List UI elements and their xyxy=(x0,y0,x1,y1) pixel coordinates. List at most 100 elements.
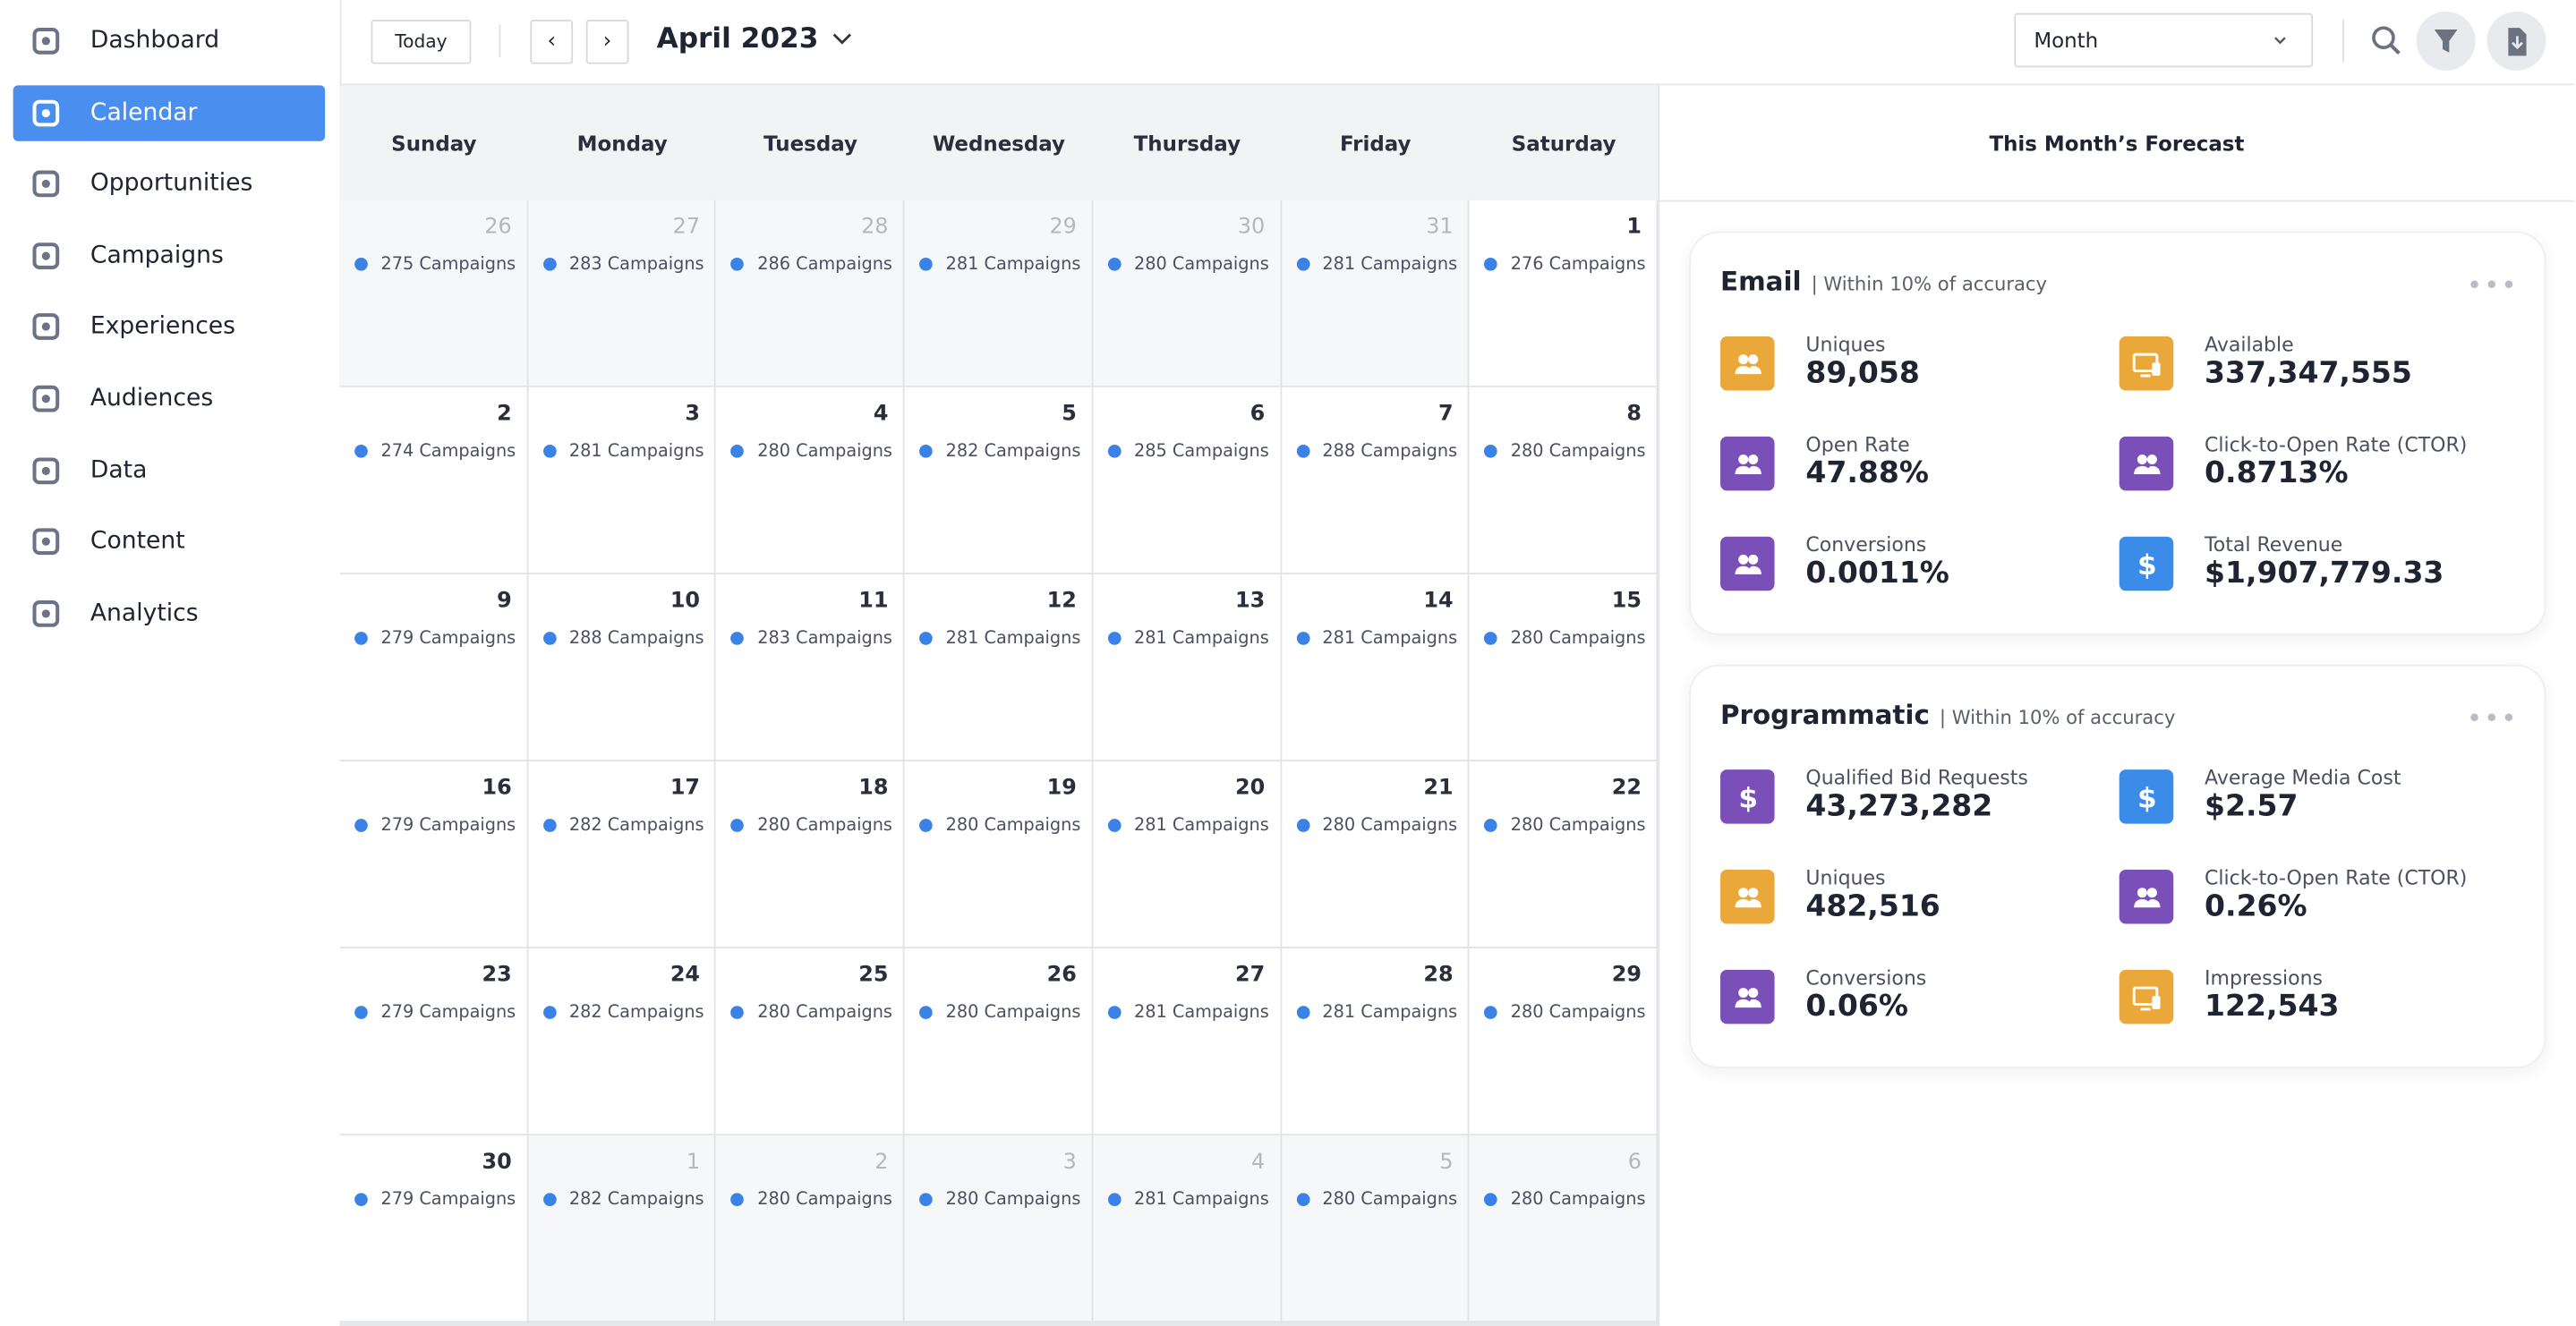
nav-item[interactable]: Content xyxy=(13,514,325,569)
nav-item[interactable]: Data xyxy=(13,442,325,497)
campaign-count[interactable]: 280 Campaigns xyxy=(1484,1003,1646,1023)
campaign-count[interactable]: 283 Campaigns xyxy=(542,254,704,274)
nav-item[interactable]: Experiences xyxy=(13,300,325,355)
day-cell[interactable]: 26 275 Campaigns xyxy=(339,200,529,387)
day-cell[interactable]: 6 280 Campaigns xyxy=(1469,1135,1659,1323)
day-cell[interactable]: 12 281 Campaigns xyxy=(904,574,1094,761)
day-cell[interactable]: 11 283 Campaigns xyxy=(716,574,905,761)
nav-item[interactable]: Calendar xyxy=(13,84,326,140)
campaign-count[interactable]: 280 Campaigns xyxy=(730,815,892,836)
campaign-count[interactable]: 280 Campaigns xyxy=(1484,441,1646,461)
campaign-count[interactable]: 280 Campaigns xyxy=(1484,1190,1646,1210)
day-cell[interactable]: 29 280 Campaigns xyxy=(1469,948,1659,1136)
day-cell[interactable]: 28 281 Campaigns xyxy=(1281,948,1470,1136)
nav-item[interactable]: Opportunities xyxy=(13,157,325,212)
day-cell[interactable]: 3 280 Campaigns xyxy=(904,1135,1094,1323)
campaign-count[interactable]: 280 Campaigns xyxy=(1484,628,1646,648)
month-selector[interactable]: April 2023 xyxy=(657,23,855,55)
view-select[interactable]: Month xyxy=(2014,13,2314,68)
campaign-count[interactable]: 280 Campaigns xyxy=(919,815,1080,836)
campaign-count[interactable]: 280 Campaigns xyxy=(1296,815,1457,836)
day-cell[interactable]: 10 288 Campaigns xyxy=(528,574,717,761)
campaign-count[interactable]: 280 Campaigns xyxy=(1484,815,1646,836)
campaign-count[interactable]: 280 Campaigns xyxy=(919,1190,1080,1210)
today-button[interactable]: Today xyxy=(371,20,472,64)
day-cell[interactable]: 18 280 Campaigns xyxy=(716,761,905,949)
campaign-count[interactable]: 282 Campaigns xyxy=(542,1003,704,1023)
day-cell[interactable]: 9 279 Campaigns xyxy=(339,574,529,761)
campaign-count[interactable]: 281 Campaigns xyxy=(1296,628,1457,648)
day-cell[interactable]: 4 281 Campaigns xyxy=(1093,1135,1282,1323)
day-cell[interactable]: 13 281 Campaigns xyxy=(1093,574,1282,761)
day-cell[interactable]: 28 286 Campaigns xyxy=(716,200,905,387)
campaign-count[interactable]: 280 Campaigns xyxy=(1296,1190,1457,1210)
campaign-count[interactable]: 281 Campaigns xyxy=(1296,1003,1457,1023)
campaign-count[interactable]: 282 Campaigns xyxy=(542,1190,704,1210)
campaign-count[interactable]: 283 Campaigns xyxy=(730,628,892,648)
day-cell[interactable]: 22 280 Campaigns xyxy=(1469,761,1659,949)
campaign-count[interactable]: 281 Campaigns xyxy=(1107,1190,1269,1210)
day-cell[interactable]: 19 280 Campaigns xyxy=(904,761,1094,949)
day-cell[interactable]: 16 279 Campaigns xyxy=(339,761,529,949)
day-cell[interactable]: 2 280 Campaigns xyxy=(716,1135,905,1323)
day-cell[interactable]: 23 279 Campaigns xyxy=(339,948,529,1136)
campaign-count[interactable]: 281 Campaigns xyxy=(919,254,1080,274)
day-cell[interactable]: 14 281 Campaigns xyxy=(1281,574,1470,761)
campaign-count[interactable]: 281 Campaigns xyxy=(1107,815,1269,836)
campaign-count[interactable]: 282 Campaigns xyxy=(919,441,1080,461)
campaign-count[interactable]: 281 Campaigns xyxy=(542,441,704,461)
day-cell[interactable]: 3 281 Campaigns xyxy=(528,387,717,574)
day-cell[interactable]: 26 280 Campaigns xyxy=(904,948,1094,1136)
campaign-count[interactable]: 280 Campaigns xyxy=(919,1003,1080,1023)
campaign-count[interactable]: 279 Campaigns xyxy=(354,1190,516,1210)
campaign-count[interactable]: 281 Campaigns xyxy=(919,628,1080,648)
campaign-count[interactable]: 280 Campaigns xyxy=(730,1190,892,1210)
campaign-count[interactable]: 280 Campaigns xyxy=(1107,254,1269,274)
day-cell[interactable]: 4 280 Campaigns xyxy=(716,387,905,574)
day-cell[interactable]: 1 276 Campaigns xyxy=(1469,200,1659,387)
day-cell[interactable]: 7 288 Campaigns xyxy=(1281,387,1470,574)
campaign-count[interactable]: 288 Campaigns xyxy=(1296,441,1457,461)
day-cell[interactable]: 27 281 Campaigns xyxy=(1093,948,1282,1136)
prev-button[interactable]: ‹ xyxy=(530,20,574,64)
more-button[interactable]: ••• xyxy=(2466,268,2519,301)
nav-item[interactable]: Campaigns xyxy=(13,228,325,284)
campaign-count[interactable]: 279 Campaigns xyxy=(354,628,516,648)
day-cell[interactable]: 5 280 Campaigns xyxy=(1281,1135,1470,1323)
day-cell[interactable]: 17 282 Campaigns xyxy=(528,761,717,949)
campaign-count[interactable]: 286 Campaigns xyxy=(730,254,892,274)
day-cell[interactable]: 30 280 Campaigns xyxy=(1093,200,1282,387)
day-cell[interactable]: 5 282 Campaigns xyxy=(904,387,1094,574)
filter-button[interactable] xyxy=(2416,11,2476,71)
campaign-count[interactable]: 279 Campaigns xyxy=(354,1003,516,1023)
campaign-count[interactable]: 275 Campaigns xyxy=(354,254,516,274)
nav-item[interactable]: Audiences xyxy=(13,370,325,426)
day-cell[interactable]: 15 280 Campaigns xyxy=(1469,574,1659,761)
export-button[interactable] xyxy=(2486,11,2546,71)
day-cell[interactable]: 1 282 Campaigns xyxy=(528,1135,717,1323)
campaign-count[interactable]: 282 Campaigns xyxy=(542,815,704,836)
nav-item[interactable]: Analytics xyxy=(13,585,325,641)
day-cell[interactable]: 30 279 Campaigns xyxy=(339,1135,529,1323)
campaign-count[interactable]: 280 Campaigns xyxy=(730,441,892,461)
day-cell[interactable]: 20 281 Campaigns xyxy=(1093,761,1282,949)
campaign-count[interactable]: 288 Campaigns xyxy=(542,628,704,648)
campaign-count[interactable]: 279 Campaigns xyxy=(354,815,516,836)
more-button[interactable]: ••• xyxy=(2466,701,2519,734)
campaign-count[interactable]: 281 Campaigns xyxy=(1296,254,1457,274)
day-cell[interactable]: 24 282 Campaigns xyxy=(528,948,717,1136)
campaign-count[interactable]: 281 Campaigns xyxy=(1107,1003,1269,1023)
day-cell[interactable]: 2 274 Campaigns xyxy=(339,387,529,574)
campaign-count[interactable]: 276 Campaigns xyxy=(1484,254,1646,274)
campaign-count[interactable]: 281 Campaigns xyxy=(1107,628,1269,648)
day-cell[interactable]: 29 281 Campaigns xyxy=(904,200,1094,387)
nav-item[interactable]: Dashboard xyxy=(13,13,325,69)
next-button[interactable]: › xyxy=(585,20,629,64)
day-cell[interactable]: 31 281 Campaigns xyxy=(1281,200,1470,387)
campaign-count[interactable]: 280 Campaigns xyxy=(730,1003,892,1023)
day-cell[interactable]: 6 285 Campaigns xyxy=(1093,387,1282,574)
day-cell[interactable]: 25 280 Campaigns xyxy=(716,948,905,1136)
day-cell[interactable]: 21 280 Campaigns xyxy=(1281,761,1470,949)
search-button[interactable] xyxy=(2370,25,2403,58)
day-cell[interactable]: 27 283 Campaigns xyxy=(528,200,717,387)
